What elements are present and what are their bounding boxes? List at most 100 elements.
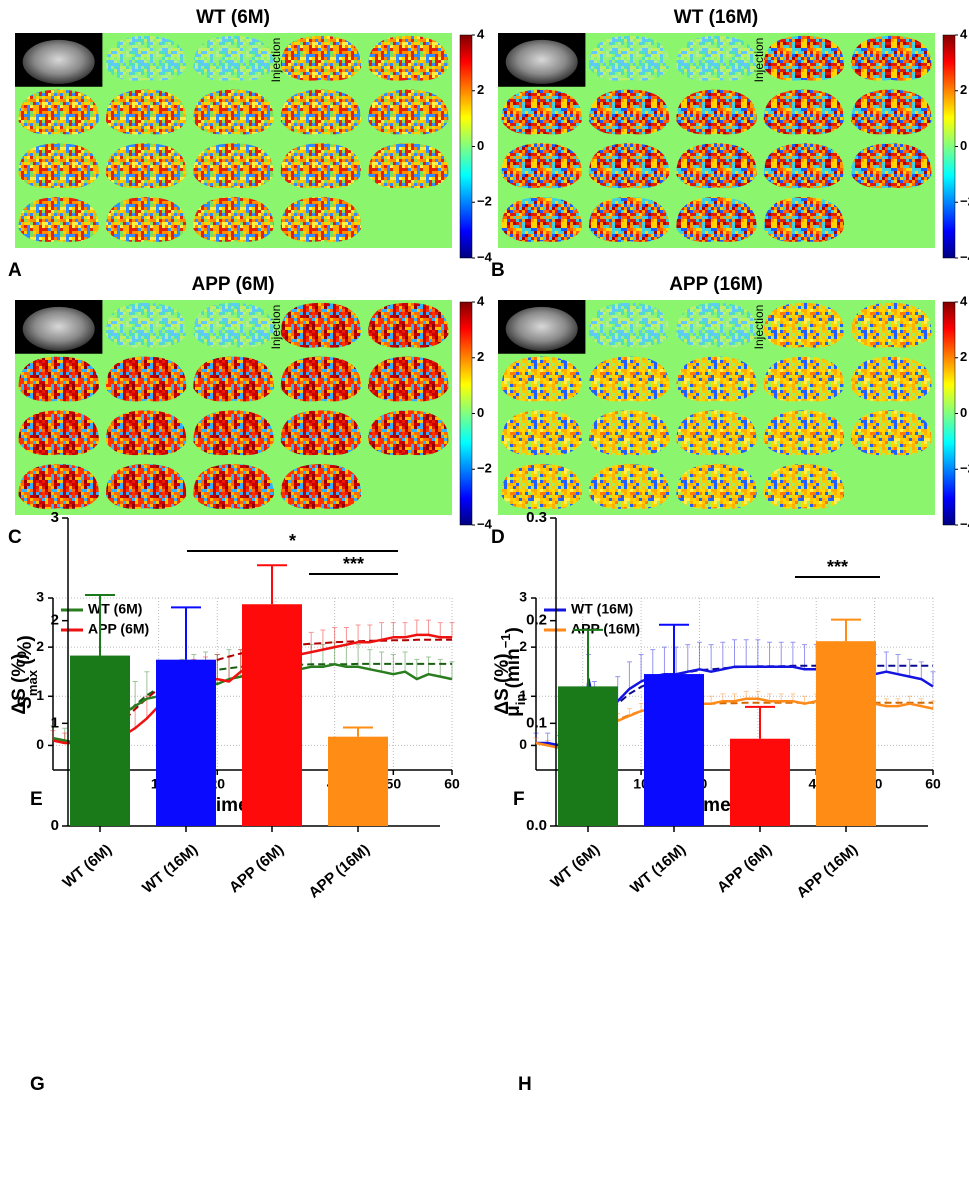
anatomical-brain [505, 39, 578, 84]
brain-slice [501, 464, 582, 509]
y-axis-label-part: in [513, 694, 528, 706]
error-bar [895, 654, 901, 675]
brain-slice [851, 302, 932, 348]
y-axis-label-part: ) [503, 627, 524, 633]
error-bar [545, 732, 551, 743]
error-bar [907, 658, 913, 677]
brain-slice [193, 35, 274, 81]
brain-slice [368, 356, 449, 402]
legend-label: WT (6M) [88, 601, 142, 617]
brain-slice [589, 410, 670, 456]
y-tick-label: 2 [519, 638, 527, 654]
brain-slice [368, 410, 449, 456]
y-tick-label: 0 [51, 817, 59, 834]
brain-slice [106, 35, 187, 81]
x-tick-label: APP (16M) [306, 841, 374, 902]
error-bar [745, 705, 775, 739]
error-bar [743, 639, 749, 667]
brain-slice [763, 35, 844, 81]
error-bar [414, 658, 420, 680]
brain-slice [676, 89, 757, 135]
y-axis-label-part: S [15, 696, 36, 709]
colorbar-tick-label: 0 [477, 405, 484, 420]
brain-slice [851, 89, 932, 135]
error-bar [650, 649, 656, 677]
brain-slice [851, 35, 932, 81]
x-tick-label: WT (16M) [627, 841, 689, 897]
error-bar [778, 641, 784, 667]
brain-slice [18, 356, 99, 402]
legend-label: APP (16M) [571, 621, 640, 637]
panel-label: D [491, 527, 505, 548]
error-bar [379, 651, 385, 672]
error-bar [257, 564, 287, 605]
panel-title: WT (6M) [196, 7, 270, 28]
brain-slice [106, 143, 187, 189]
brain-slice [280, 143, 361, 189]
brain-slice [368, 35, 449, 81]
error-bar [918, 661, 924, 680]
y-tick-label: 2 [36, 638, 44, 654]
error-bar [437, 622, 443, 638]
significance-label: * [289, 531, 296, 551]
anatomical-brain [505, 306, 578, 351]
error-bar [696, 641, 702, 670]
brain-slice [851, 356, 932, 402]
brain-slice [676, 35, 757, 81]
brain-slice [106, 302, 187, 348]
brain-slice [763, 143, 844, 189]
brain-slice [501, 197, 582, 242]
y-axis-label-part: μ [503, 705, 524, 717]
y-tick-label: 0.3 [526, 509, 547, 526]
y-tick-label: 3 [519, 589, 527, 605]
y-tick-label: 0.0 [526, 817, 547, 834]
error-bar [320, 629, 326, 650]
brain-slice [280, 464, 361, 509]
y-axis-label: ΔS (%) [492, 653, 513, 714]
error-bar [437, 658, 443, 677]
colorbar-tick-label: −4 [477, 516, 493, 531]
brain-slice [193, 302, 274, 348]
error-bar [343, 626, 349, 645]
brain-slice [676, 302, 757, 348]
y-axis-label-part: (min [503, 648, 524, 693]
y-tick-label: 1 [519, 687, 527, 703]
injection-label: Injection [752, 38, 766, 83]
error-bar [661, 646, 667, 675]
brain-slice [18, 197, 99, 242]
x-tick-label: 60 [925, 776, 941, 792]
y-axis-label: μin (min−1) [498, 627, 528, 717]
error-bar [755, 639, 761, 667]
y-tick-label: 3 [36, 589, 44, 605]
colorbar-tick-label: −4 [960, 516, 969, 531]
colorbar [459, 301, 473, 526]
y-tick-label: 2 [51, 612, 59, 629]
brain-slice [676, 197, 757, 242]
error-bar [767, 641, 773, 667]
brain-slice [676, 356, 757, 402]
colorbar-tick-label: 4 [477, 293, 485, 308]
brain-slice [589, 89, 670, 135]
colorbar-tick-label: −4 [960, 249, 969, 264]
brain-slice [501, 143, 582, 189]
colorbar [459, 34, 473, 259]
error-bar [379, 622, 385, 640]
error-bar [390, 654, 396, 675]
y-axis-label-part: −1 [498, 633, 513, 648]
error-bar [831, 618, 861, 642]
brain-slice [851, 410, 932, 456]
y-tick-label: 0 [36, 736, 44, 752]
brain-slice [18, 89, 99, 135]
error-bar [414, 619, 420, 635]
brain-slice [763, 410, 844, 456]
colorbar-tick-label: 0 [477, 138, 484, 153]
y-axis-label: Smax (%) [15, 635, 40, 709]
brain-slice [851, 143, 932, 189]
brain-slice [106, 356, 187, 402]
y-axis-label-part: max [25, 669, 40, 696]
significance-label: *** [827, 557, 848, 577]
x-tick-label: WT (6M) [60, 841, 116, 892]
bar [70, 655, 130, 826]
error-bar [308, 631, 314, 653]
brain-slice [676, 464, 757, 509]
